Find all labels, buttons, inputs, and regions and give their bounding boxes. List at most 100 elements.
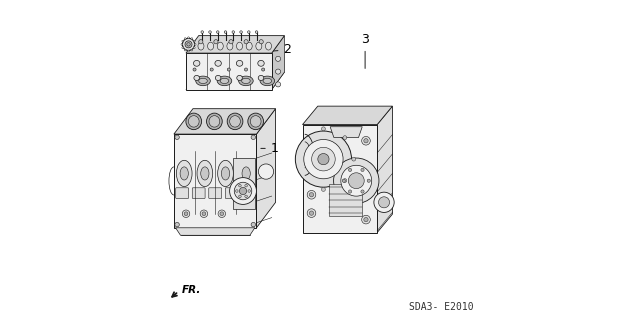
FancyBboxPatch shape — [209, 188, 221, 198]
Polygon shape — [272, 36, 284, 90]
Circle shape — [333, 158, 379, 204]
Ellipse shape — [237, 75, 243, 80]
Ellipse shape — [236, 60, 243, 66]
Ellipse shape — [177, 160, 192, 187]
Circle shape — [367, 179, 371, 182]
Circle shape — [244, 40, 248, 44]
Ellipse shape — [227, 42, 233, 50]
Polygon shape — [186, 53, 272, 90]
Text: 2: 2 — [269, 43, 291, 56]
Ellipse shape — [238, 160, 254, 187]
Ellipse shape — [248, 113, 264, 130]
Circle shape — [295, 131, 351, 187]
FancyBboxPatch shape — [192, 188, 205, 198]
Circle shape — [343, 179, 347, 182]
Circle shape — [239, 187, 246, 195]
Circle shape — [209, 31, 211, 33]
Ellipse shape — [220, 78, 228, 84]
Ellipse shape — [217, 42, 223, 50]
Ellipse shape — [215, 60, 221, 66]
Circle shape — [352, 157, 356, 161]
Circle shape — [193, 47, 195, 48]
Circle shape — [276, 69, 280, 74]
Circle shape — [182, 47, 184, 48]
Circle shape — [374, 192, 394, 212]
Polygon shape — [257, 109, 276, 228]
Ellipse shape — [260, 76, 275, 86]
Circle shape — [184, 38, 186, 40]
Circle shape — [343, 136, 347, 140]
Circle shape — [361, 190, 364, 193]
Circle shape — [239, 195, 241, 198]
FancyBboxPatch shape — [225, 188, 238, 198]
Polygon shape — [329, 184, 362, 216]
Ellipse shape — [218, 160, 234, 187]
Circle shape — [321, 188, 325, 191]
Circle shape — [255, 31, 258, 33]
Ellipse shape — [239, 76, 253, 86]
Ellipse shape — [188, 116, 199, 127]
Polygon shape — [174, 109, 276, 134]
Ellipse shape — [186, 113, 202, 130]
Text: 1: 1 — [261, 142, 278, 155]
Text: 3: 3 — [361, 33, 369, 69]
Circle shape — [318, 153, 329, 165]
Circle shape — [239, 184, 241, 187]
Circle shape — [378, 197, 390, 208]
Ellipse shape — [230, 116, 241, 127]
Ellipse shape — [256, 42, 262, 50]
Circle shape — [175, 135, 179, 139]
Circle shape — [187, 43, 190, 46]
Ellipse shape — [227, 113, 243, 130]
Ellipse shape — [201, 167, 209, 180]
Polygon shape — [186, 72, 284, 90]
Circle shape — [364, 138, 368, 143]
Circle shape — [364, 218, 368, 222]
Ellipse shape — [266, 42, 271, 50]
Circle shape — [245, 195, 248, 198]
Circle shape — [202, 212, 206, 216]
Circle shape — [276, 82, 280, 87]
Circle shape — [234, 182, 252, 200]
Circle shape — [232, 31, 234, 33]
Circle shape — [342, 179, 346, 182]
Circle shape — [321, 127, 325, 131]
Circle shape — [240, 31, 243, 33]
Circle shape — [361, 168, 364, 172]
Ellipse shape — [215, 75, 221, 80]
Circle shape — [188, 37, 189, 39]
Circle shape — [184, 212, 188, 216]
Circle shape — [195, 43, 196, 45]
Ellipse shape — [207, 42, 214, 50]
Circle shape — [304, 139, 343, 179]
Circle shape — [251, 222, 255, 227]
Circle shape — [348, 190, 351, 193]
Circle shape — [224, 31, 227, 33]
Circle shape — [181, 43, 183, 45]
Circle shape — [312, 147, 335, 171]
Polygon shape — [303, 124, 377, 233]
Circle shape — [191, 49, 193, 51]
FancyBboxPatch shape — [176, 188, 189, 198]
Circle shape — [307, 190, 316, 199]
Circle shape — [185, 41, 192, 48]
Ellipse shape — [263, 78, 271, 84]
Ellipse shape — [217, 76, 232, 86]
Ellipse shape — [242, 167, 250, 180]
Circle shape — [216, 31, 219, 33]
Ellipse shape — [250, 116, 261, 127]
Circle shape — [362, 137, 371, 145]
Circle shape — [182, 40, 184, 42]
Circle shape — [191, 38, 193, 40]
Circle shape — [201, 31, 204, 33]
Polygon shape — [303, 106, 392, 124]
Ellipse shape — [198, 42, 204, 50]
Ellipse shape — [237, 42, 243, 50]
Circle shape — [210, 68, 213, 71]
Circle shape — [276, 56, 280, 61]
Circle shape — [244, 68, 248, 71]
Ellipse shape — [209, 116, 220, 127]
Polygon shape — [174, 134, 257, 228]
Circle shape — [307, 209, 316, 218]
Circle shape — [182, 38, 195, 50]
